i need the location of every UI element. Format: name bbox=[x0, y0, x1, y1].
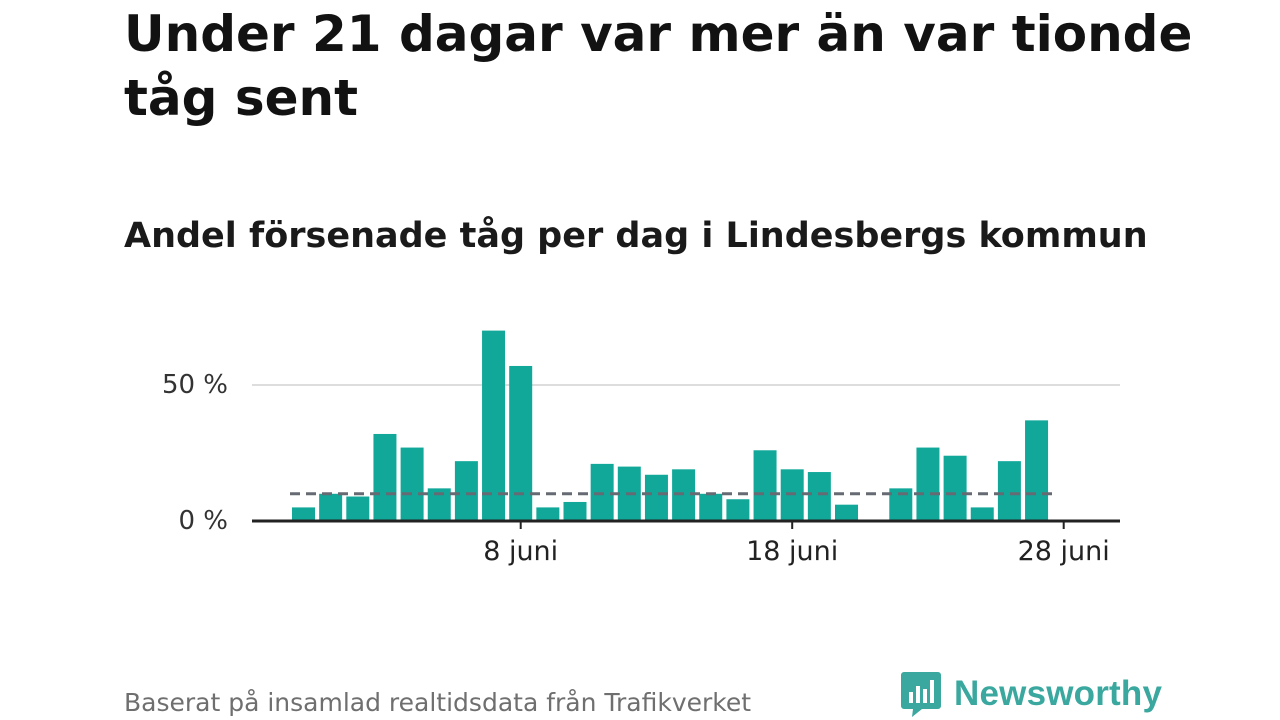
bar-8-juni bbox=[482, 330, 506, 521]
brand-name: Newsworthy bbox=[954, 674, 1163, 713]
bar-11-juni bbox=[563, 501, 587, 521]
bar-17-juni bbox=[726, 499, 750, 521]
x-tick-label: 8 juni bbox=[483, 536, 558, 567]
bar-chart: 0 % 50 % 8 juni 18 juni 28 juni bbox=[162, 330, 1120, 567]
y-tick-label: 0 % bbox=[178, 506, 228, 536]
bar-3-juni bbox=[346, 496, 370, 521]
bar-10-juni bbox=[536, 507, 560, 521]
bar-26-juni bbox=[970, 507, 994, 521]
source-note: Baserat på insamlad realtidsdata från Tr… bbox=[124, 688, 752, 717]
chart-title: Under 21 dagar var mer än var tionde tåg… bbox=[124, 5, 1193, 127]
bar-16-juni bbox=[699, 493, 723, 521]
newsworthy-logo[interactable]: Newsworthy bbox=[900, 670, 1162, 718]
x-tick-label: 18 juni bbox=[746, 536, 838, 567]
bar-5-juni bbox=[400, 447, 424, 521]
bar-28-juni bbox=[1025, 420, 1049, 521]
bar-24-juni bbox=[916, 447, 940, 521]
bar-14-juni bbox=[644, 474, 668, 521]
bar-21-juni bbox=[835, 504, 858, 521]
bar-18-juni bbox=[753, 450, 777, 521]
chart-subtitle: Andel försenade tåg per dag i Lindesberg… bbox=[124, 216, 1148, 256]
bar-25-juni bbox=[943, 455, 967, 521]
x-tick-label: 28 juni bbox=[1018, 536, 1110, 567]
bar-2-juni bbox=[319, 493, 343, 521]
newsworthy-logo-icon bbox=[901, 672, 941, 717]
bar-4-juni bbox=[373, 433, 397, 521]
y-tick-label: 50 % bbox=[162, 370, 228, 400]
bar-7-juni bbox=[454, 461, 478, 521]
bar-20-juni bbox=[807, 472, 831, 521]
bar-6-juni bbox=[427, 488, 451, 521]
bar-9-juni bbox=[509, 365, 533, 521]
bar-27-juni bbox=[997, 461, 1021, 521]
bar-23-juni bbox=[889, 488, 913, 521]
axes: 0 % 50 % 8 juni 18 juni 28 juni bbox=[162, 370, 1120, 567]
bar-1-juni bbox=[292, 507, 315, 521]
